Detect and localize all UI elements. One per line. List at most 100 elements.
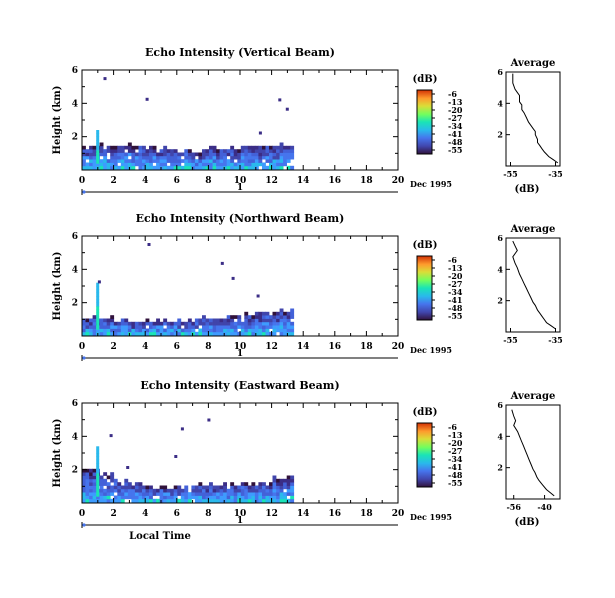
heatmap-cell bbox=[96, 153, 100, 157]
heatmap-cell bbox=[230, 328, 235, 333]
heatmap-cell bbox=[96, 449, 100, 454]
profile-y-tick-label: 4 bbox=[497, 98, 503, 108]
heatmap-cell bbox=[233, 488, 238, 493]
heatmap-cell bbox=[276, 492, 280, 496]
heatmap-cell bbox=[89, 318, 93, 323]
colorbar-tick-label: -6 bbox=[448, 89, 457, 99]
heatmap-cell bbox=[99, 492, 104, 496]
heatmap-cell bbox=[96, 146, 100, 151]
heatmap-cell bbox=[96, 140, 100, 144]
heatmap-cell bbox=[276, 318, 280, 323]
heatmap-cell bbox=[283, 328, 287, 333]
heatmap-cell bbox=[283, 485, 287, 490]
heatmap-cell bbox=[113, 325, 118, 329]
heatmap-cell bbox=[92, 482, 97, 486]
heatmap-cell bbox=[142, 492, 146, 496]
heatmap-cell bbox=[276, 328, 280, 333]
heatmap-cell bbox=[269, 315, 273, 319]
heatmap-cell bbox=[237, 498, 242, 503]
heatmap-cell bbox=[82, 492, 86, 496]
heatmap-cell bbox=[230, 495, 235, 500]
heatmap-cell bbox=[138, 165, 143, 170]
heatmap-cell bbox=[120, 155, 125, 160]
heatmap-cell bbox=[117, 159, 122, 163]
heatmap-cell bbox=[99, 498, 104, 503]
x-tick-label: 8 bbox=[205, 509, 211, 519]
heatmap-cell bbox=[156, 321, 160, 326]
heatmap-cell bbox=[142, 488, 146, 493]
heatmap-cell bbox=[290, 478, 295, 483]
heatmap-cell bbox=[156, 152, 160, 157]
heatmap-cell bbox=[92, 328, 97, 333]
heatmap-cell bbox=[262, 325, 266, 329]
heatmap-cell bbox=[198, 492, 203, 496]
colorbar-tick-label: -13 bbox=[448, 263, 463, 273]
heatmap-cell bbox=[156, 488, 160, 493]
heatmap-cell bbox=[202, 159, 206, 163]
heatmap-cell bbox=[230, 498, 235, 503]
heatmap-cell bbox=[240, 498, 245, 503]
heatmap-cell bbox=[240, 165, 245, 170]
heatmap-cell bbox=[209, 321, 213, 326]
heatmap-cell bbox=[127, 152, 132, 157]
heatmap-cell bbox=[258, 318, 263, 323]
heatmap-cell bbox=[138, 152, 143, 157]
heatmap-cell bbox=[272, 145, 277, 150]
heatmap-cell bbox=[191, 162, 196, 167]
heatmap-cell bbox=[145, 495, 150, 500]
heatmap-cell bbox=[110, 475, 115, 480]
heatmap-cell bbox=[145, 159, 150, 163]
heatmap-cell bbox=[223, 485, 227, 490]
heatmap-cell bbox=[226, 325, 231, 329]
heatmap-cell bbox=[96, 456, 100, 460]
heatmap-cell bbox=[99, 478, 104, 483]
heatmap-cell bbox=[209, 318, 213, 323]
heatmap-cell bbox=[205, 331, 210, 336]
heatmap-cell bbox=[96, 495, 100, 500]
heatmap-cell bbox=[219, 318, 224, 323]
heatmap-cell bbox=[96, 309, 100, 313]
heatmap-cell bbox=[96, 296, 100, 300]
heatmap-cell bbox=[191, 165, 196, 170]
heatmap-cell bbox=[216, 318, 220, 323]
heatmap-cell bbox=[120, 159, 125, 163]
heatmap-cell bbox=[212, 485, 217, 490]
profile-y-tick-label: 6 bbox=[497, 67, 503, 77]
heatmap-cell bbox=[166, 159, 171, 163]
heatmap-cell bbox=[120, 328, 125, 333]
heatmap-cell bbox=[134, 155, 139, 160]
heatmap-cell bbox=[103, 318, 108, 323]
heatmap-cell bbox=[209, 145, 213, 150]
heatmap-cell bbox=[124, 318, 129, 323]
heatmap-cell bbox=[276, 495, 280, 500]
heatmap-cell bbox=[96, 312, 100, 317]
colorbar-tick-label: -13 bbox=[448, 430, 463, 440]
heatmap-cell bbox=[96, 483, 100, 487]
heatmap-cell bbox=[117, 149, 122, 153]
profile-frame bbox=[505, 237, 561, 333]
heatmap-cell bbox=[138, 498, 143, 503]
heatmap-cell bbox=[194, 318, 199, 323]
heatmap-cell bbox=[286, 311, 291, 316]
profile-x-tick-label: -40 bbox=[537, 502, 552, 512]
heatmap-cell bbox=[276, 498, 280, 503]
heatmap-cell bbox=[99, 475, 104, 480]
heatmap-cell bbox=[265, 488, 270, 493]
heatmap-cell bbox=[92, 165, 97, 170]
heatmap-cell bbox=[163, 488, 168, 493]
heatmap-cell bbox=[82, 149, 86, 153]
heatmap-cell bbox=[219, 159, 224, 163]
heatmap-cell bbox=[149, 328, 153, 333]
heatmap-cell bbox=[159, 485, 164, 490]
heatmap-cell bbox=[106, 325, 111, 329]
heatmap-cell bbox=[82, 152, 86, 157]
heatmap-cell bbox=[103, 159, 108, 163]
heatmap-cell bbox=[286, 321, 291, 326]
heatmap-cell bbox=[244, 321, 249, 326]
heatmap-cell bbox=[177, 321, 182, 326]
colorbar bbox=[416, 422, 433, 488]
heatmap-cell bbox=[163, 321, 168, 326]
heatmap-cell bbox=[145, 162, 150, 167]
x-tick-label: 20 bbox=[392, 509, 405, 519]
heatmap-cell bbox=[279, 318, 284, 323]
